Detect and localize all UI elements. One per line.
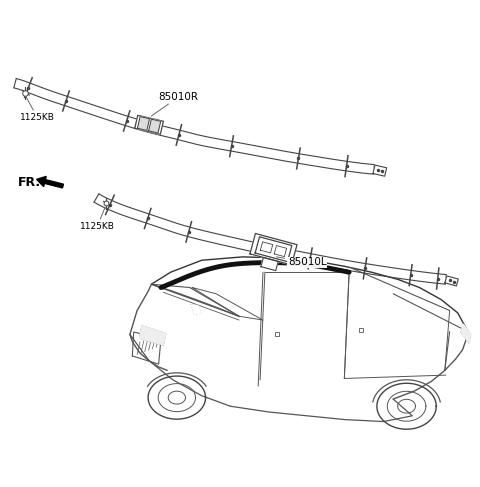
Text: 1125KB: 1125KB: [80, 208, 115, 231]
Polygon shape: [445, 276, 458, 286]
Text: 85010R: 85010R: [151, 92, 199, 116]
Polygon shape: [261, 258, 278, 271]
Text: 1125KB: 1125KB: [20, 96, 55, 122]
Text: FR.: FR.: [17, 176, 41, 189]
Text: 85010L: 85010L: [276, 257, 326, 267]
FancyArrow shape: [36, 176, 63, 188]
Polygon shape: [461, 324, 471, 343]
Polygon shape: [140, 326, 166, 345]
Polygon shape: [373, 165, 386, 176]
Polygon shape: [135, 115, 163, 134]
Polygon shape: [250, 233, 297, 265]
Polygon shape: [149, 119, 161, 133]
Polygon shape: [255, 237, 292, 262]
Polygon shape: [191, 305, 201, 314]
Polygon shape: [137, 116, 149, 131]
